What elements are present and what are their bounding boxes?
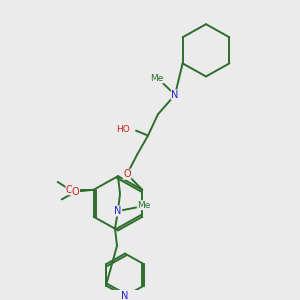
Text: O: O — [66, 185, 74, 195]
Text: HO: HO — [116, 125, 130, 134]
Text: N: N — [114, 206, 122, 216]
Text: O: O — [72, 187, 80, 197]
Text: O: O — [123, 169, 131, 179]
Text: Me: Me — [150, 74, 164, 83]
Text: N: N — [121, 291, 129, 300]
Text: N: N — [171, 90, 179, 100]
Text: Me: Me — [137, 201, 151, 210]
